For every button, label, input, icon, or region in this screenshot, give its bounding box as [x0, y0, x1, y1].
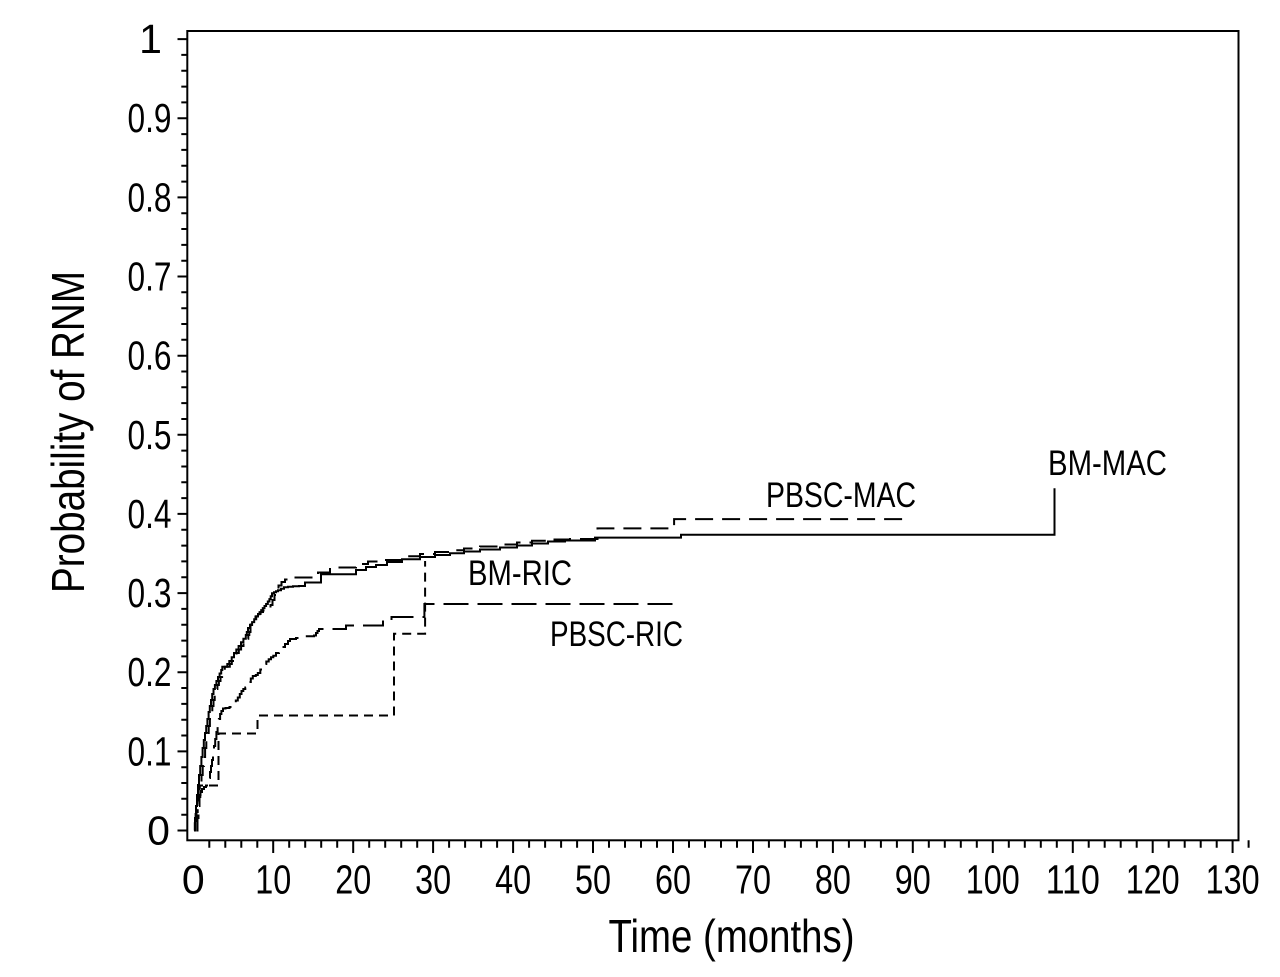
svg-text:BM-MAC: BM-MAC — [1048, 444, 1167, 483]
svg-text:PBSC-MAC: PBSC-MAC — [766, 476, 916, 515]
svg-text:80: 80 — [815, 857, 851, 903]
svg-text:0.9: 0.9 — [128, 95, 172, 141]
svg-text:30: 30 — [415, 857, 451, 903]
svg-text:120: 120 — [1126, 857, 1180, 903]
svg-text:10: 10 — [255, 857, 291, 903]
svg-text:0.5: 0.5 — [128, 412, 172, 458]
svg-text:0.4: 0.4 — [128, 491, 172, 537]
svg-text:50: 50 — [575, 857, 611, 903]
svg-text:70: 70 — [735, 857, 771, 903]
svg-text:0.6: 0.6 — [128, 333, 172, 379]
svg-text:0.2: 0.2 — [128, 649, 172, 695]
svg-text:100: 100 — [966, 857, 1020, 903]
svg-text:0.1: 0.1 — [128, 728, 172, 774]
svg-text:BM-RIC: BM-RIC — [468, 554, 572, 593]
svg-text:130: 130 — [1206, 857, 1260, 903]
svg-text:PBSC-RIC: PBSC-RIC — [550, 615, 683, 654]
svg-text:0.7: 0.7 — [128, 254, 172, 300]
svg-text:0.3: 0.3 — [128, 570, 172, 616]
svg-text:60: 60 — [655, 857, 691, 903]
svg-text:90: 90 — [895, 857, 931, 903]
svg-text:Time (months): Time (months) — [609, 910, 855, 962]
svg-text:40: 40 — [495, 857, 531, 903]
svg-text:0.8: 0.8 — [128, 174, 172, 220]
svg-text:110: 110 — [1046, 857, 1100, 903]
svg-text:0: 0 — [182, 857, 205, 903]
svg-text:Probability of RNM: Probability of RNM — [42, 271, 94, 593]
svg-text:20: 20 — [335, 857, 371, 903]
svg-text:1: 1 — [139, 16, 162, 62]
svg-text:0: 0 — [147, 808, 170, 854]
